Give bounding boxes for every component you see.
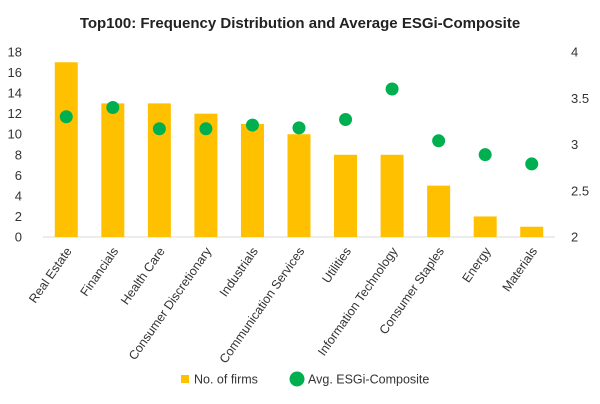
bar bbox=[334, 154, 358, 237]
bar bbox=[520, 226, 544, 237]
legend-dot-label: Avg. ESGi-Composite bbox=[308, 373, 429, 387]
legend-bar-swatch bbox=[181, 375, 189, 383]
legend-dot-swatch bbox=[289, 371, 305, 387]
dot bbox=[199, 122, 213, 136]
left-tick-label: 16 bbox=[8, 65, 22, 80]
category-label: Information Technology bbox=[315, 244, 401, 358]
left-axis-ticks: 0 2 4 6 8 10 12 14 16 18 bbox=[8, 45, 22, 245]
legend-bar-label: No. of firms bbox=[194, 373, 258, 387]
dot bbox=[432, 134, 446, 148]
left-tick-label: 12 bbox=[8, 106, 22, 121]
left-tick-label: 4 bbox=[15, 188, 22, 203]
category-label: Industrials bbox=[217, 245, 261, 300]
dot bbox=[525, 157, 539, 171]
bar bbox=[54, 62, 78, 238]
dot bbox=[478, 148, 492, 162]
dot bbox=[339, 113, 353, 127]
chart-title: Top100: Frequency Distribution and Avera… bbox=[80, 15, 520, 32]
dot bbox=[385, 82, 399, 96]
left-tick-label: 6 bbox=[15, 168, 22, 183]
bar bbox=[427, 185, 451, 237]
legend: No. of firms Avg. ESGi-Composite bbox=[181, 371, 429, 387]
left-tick-label: 2 bbox=[15, 209, 22, 224]
bar bbox=[240, 123, 264, 237]
bar bbox=[473, 216, 497, 237]
dot bbox=[106, 101, 120, 114]
left-tick-label: 18 bbox=[8, 45, 22, 60]
left-tick-label: 8 bbox=[15, 147, 22, 162]
dot bbox=[152, 122, 166, 136]
category-label: Materials bbox=[500, 245, 541, 295]
bar-series bbox=[54, 62, 544, 238]
bar bbox=[194, 113, 218, 237]
bar bbox=[101, 103, 125, 237]
dot bbox=[245, 118, 259, 132]
right-tick-label: 2 bbox=[571, 230, 578, 245]
dot-series bbox=[59, 82, 539, 171]
left-tick-label: 10 bbox=[8, 127, 22, 142]
right-tick-label: 3 bbox=[571, 137, 578, 152]
category-label: Real Estate bbox=[26, 245, 75, 306]
right-tick-label: 3.5 bbox=[571, 91, 589, 106]
bar bbox=[287, 134, 311, 237]
right-tick-label: 4 bbox=[571, 45, 578, 60]
dot bbox=[59, 110, 73, 124]
left-tick-label: 0 bbox=[15, 230, 22, 245]
left-tick-label: 14 bbox=[8, 86, 22, 101]
bar bbox=[147, 103, 171, 237]
right-axis-ticks: 2 2.5 3 3.5 4 bbox=[571, 45, 589, 245]
category-label: Health Care bbox=[118, 245, 168, 308]
category-label: Consumer Discretionary bbox=[126, 244, 215, 362]
category-label: Utilities bbox=[319, 245, 354, 286]
category-label: Financials bbox=[78, 245, 122, 299]
category-label: Energy bbox=[459, 244, 494, 285]
category-label: Communication Services bbox=[217, 245, 308, 366]
right-tick-label: 2.5 bbox=[571, 183, 589, 198]
bar bbox=[380, 154, 404, 237]
dot bbox=[292, 121, 306, 135]
